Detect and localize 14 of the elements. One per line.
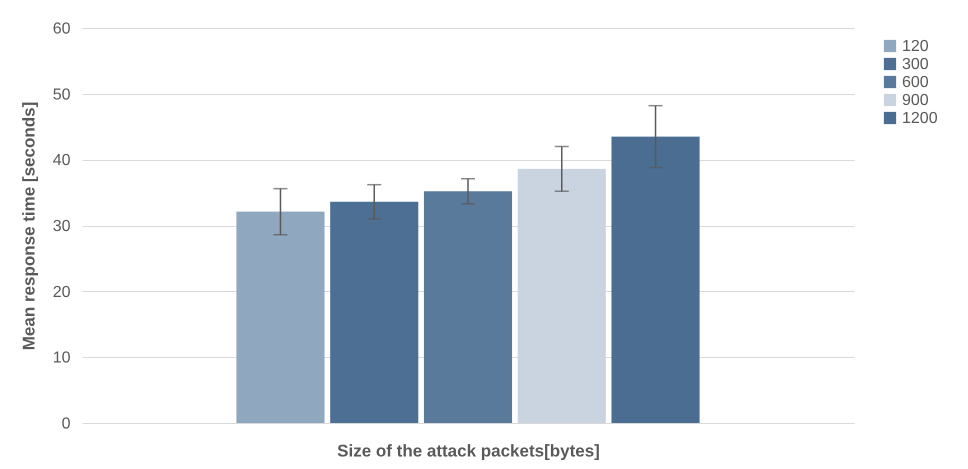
legend-label: 1200 — [902, 110, 938, 127]
legend-label: 120 — [902, 38, 929, 55]
legend-label: 600 — [902, 74, 929, 91]
y-tick-label: 0 — [62, 416, 71, 432]
y-tick-label: 20 — [52, 284, 71, 301]
x-axis-title: Size of the attack packets[bytes] — [337, 442, 600, 460]
y-tick-label: 30 — [52, 218, 71, 235]
y-tick-label: 60 — [52, 20, 71, 38]
y-tick-label: 10 — [52, 350, 71, 367]
y-tick-label: 40 — [52, 152, 71, 170]
legend-label: 300 — [902, 56, 929, 73]
y-axis-title: Mean response time [seconds] — [20, 102, 39, 350]
legend-label: 900 — [902, 92, 929, 109]
y-tick-label: 50 — [52, 86, 71, 104]
